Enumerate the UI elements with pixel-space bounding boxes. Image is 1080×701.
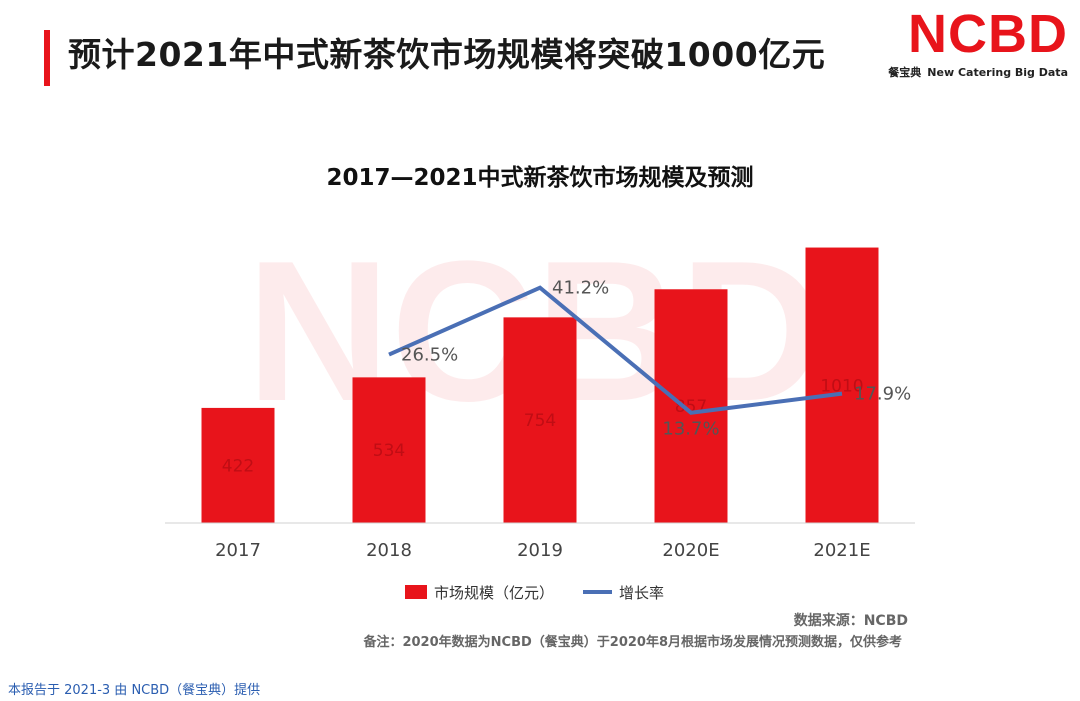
brand-logo: NCBD 餐宝典 New Catering Big Data <box>882 6 1068 80</box>
x-tick-2021E: 2021E <box>813 540 870 561</box>
bar-label-2021E: 1010 <box>820 376 863 396</box>
x-tick-2020E: 2020E <box>662 540 719 561</box>
brand-en-name: New Catering Big Data <box>927 66 1068 79</box>
chart-title: 2017—2021中式新茶饮市场规模及预测 <box>326 165 754 191</box>
line-labels: 26.5% 41.2% 13.7% 17.9% <box>401 278 911 440</box>
bar-label-2019: 754 <box>524 411 556 431</box>
line-label-2018: 26.5% <box>401 345 458 366</box>
bar-label-2017: 422 <box>222 456 254 476</box>
growth-rate-line <box>388 285 843 415</box>
x-tick-2018: 2018 <box>366 540 412 561</box>
x-tick-2017: 2017 <box>215 540 261 561</box>
data-note: 备注：2020年数据为NCBD（餐宝典）于2020年8月根据市场发展情况预测数据… <box>363 635 902 650</box>
line-label-2021E: 17.9% <box>854 384 911 405</box>
line-label-2019: 41.2% <box>552 278 609 299</box>
brand-tagline: 餐宝典 New Catering Big Data <box>882 64 1068 80</box>
bar-2020E <box>654 289 728 523</box>
x-tick-2019: 2019 <box>517 540 563 561</box>
bar-2019 <box>503 317 577 523</box>
bar-series <box>201 247 879 523</box>
bar-2021E <box>805 247 879 523</box>
brand-cn-name: 餐宝典 <box>888 66 922 79</box>
legend-swatch-bar <box>405 585 427 599</box>
legend-label-line: 增长率 <box>619 584 664 602</box>
bar-2017 <box>201 407 275 523</box>
line-label-2020E: 13.7% <box>662 419 719 440</box>
footer-text: 本报告于 2021-3 由 NCBD（餐宝典）提供 <box>8 683 261 698</box>
x-tick-labels: 2017 2018 2019 2020E 2021E <box>215 540 871 561</box>
bar-2018 <box>352 377 426 523</box>
legend-label-bar: 市场规模（亿元） <box>434 584 554 602</box>
legend: 市场规模（亿元） 增长率 <box>405 584 664 602</box>
page-title: 预计2021年中式新茶饮市场规模将突破1000亿元 <box>68 35 826 74</box>
bar-label-2018: 534 <box>373 441 405 461</box>
brand-logo-text: NCBD <box>908 4 1068 64</box>
data-source: 数据来源：NCBD <box>793 613 908 629</box>
title-accent-bar <box>44 30 50 86</box>
